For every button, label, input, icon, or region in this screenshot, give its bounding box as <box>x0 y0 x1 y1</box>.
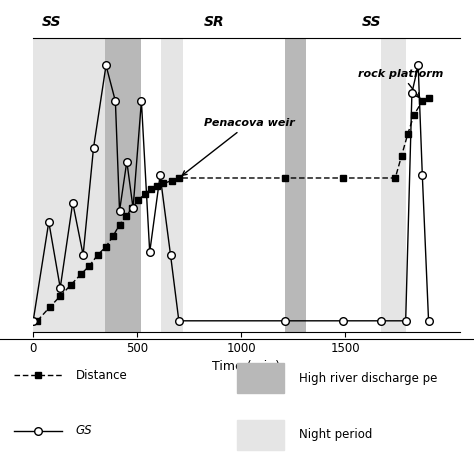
Text: SS: SS <box>362 15 381 29</box>
Text: rock platform: rock platform <box>358 69 443 98</box>
Bar <box>237 420 284 450</box>
Text: Penacova weir: Penacova weir <box>182 118 294 175</box>
Text: SR: SR <box>204 15 225 29</box>
Bar <box>161 38 183 332</box>
Bar <box>105 38 141 332</box>
Bar <box>381 38 406 332</box>
Bar <box>285 38 306 332</box>
X-axis label: Time (min): Time (min) <box>212 360 281 373</box>
Bar <box>33 38 105 332</box>
Text: Distance: Distance <box>76 369 128 382</box>
Text: GS: GS <box>76 424 92 438</box>
Text: Night period: Night period <box>299 428 372 441</box>
Text: SS: SS <box>42 15 61 29</box>
Text: High river discharge pe: High river discharge pe <box>299 372 437 384</box>
Bar <box>237 363 284 393</box>
